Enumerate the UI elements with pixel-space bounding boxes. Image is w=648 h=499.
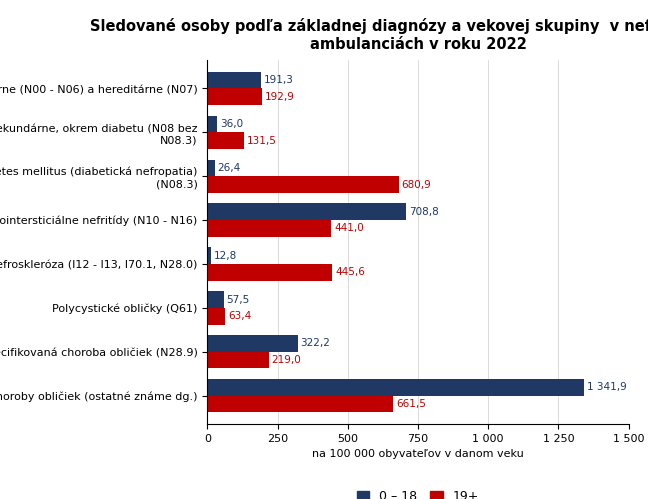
Text: 192,9: 192,9	[264, 92, 294, 102]
Bar	[207, 220, 331, 237]
Bar	[207, 308, 225, 324]
Legend: 0 – 18, 19+: 0 – 18, 19+	[352, 485, 484, 499]
Bar	[207, 160, 214, 176]
Text: 63,4: 63,4	[228, 311, 251, 321]
Text: 191,3: 191,3	[264, 75, 294, 85]
Bar	[207, 204, 406, 220]
Text: 36,0: 36,0	[220, 119, 244, 129]
Bar	[207, 379, 584, 396]
Text: 26,4: 26,4	[218, 163, 241, 173]
Bar	[207, 116, 218, 132]
Bar	[207, 335, 298, 352]
Bar	[207, 88, 262, 105]
Bar	[207, 248, 211, 264]
X-axis label: na 100 000 obyvateľov v danom veku: na 100 000 obyvateľov v danom veku	[312, 450, 524, 460]
Bar	[207, 264, 332, 280]
Text: 131,5: 131,5	[247, 136, 277, 146]
Bar	[207, 291, 224, 308]
Text: 445,6: 445,6	[335, 267, 365, 277]
Text: 12,8: 12,8	[214, 250, 237, 260]
Text: 1 341,9: 1 341,9	[587, 382, 627, 392]
Bar	[207, 132, 244, 149]
Title: Sledované osoby podľa základnej diagnózy a vekovej skupiny  v nefrologických
amb: Sledované osoby podľa základnej diagnózy…	[90, 18, 648, 52]
Bar	[207, 396, 393, 412]
Text: 322,2: 322,2	[301, 338, 330, 348]
Bar	[207, 72, 261, 88]
Text: 680,9: 680,9	[401, 180, 431, 190]
Text: 219,0: 219,0	[272, 355, 301, 365]
Text: 57,5: 57,5	[226, 294, 249, 304]
Text: 661,5: 661,5	[396, 399, 426, 409]
Bar	[207, 176, 399, 193]
Text: 708,8: 708,8	[409, 207, 439, 217]
Bar	[207, 352, 269, 368]
Text: 441,0: 441,0	[334, 224, 364, 234]
